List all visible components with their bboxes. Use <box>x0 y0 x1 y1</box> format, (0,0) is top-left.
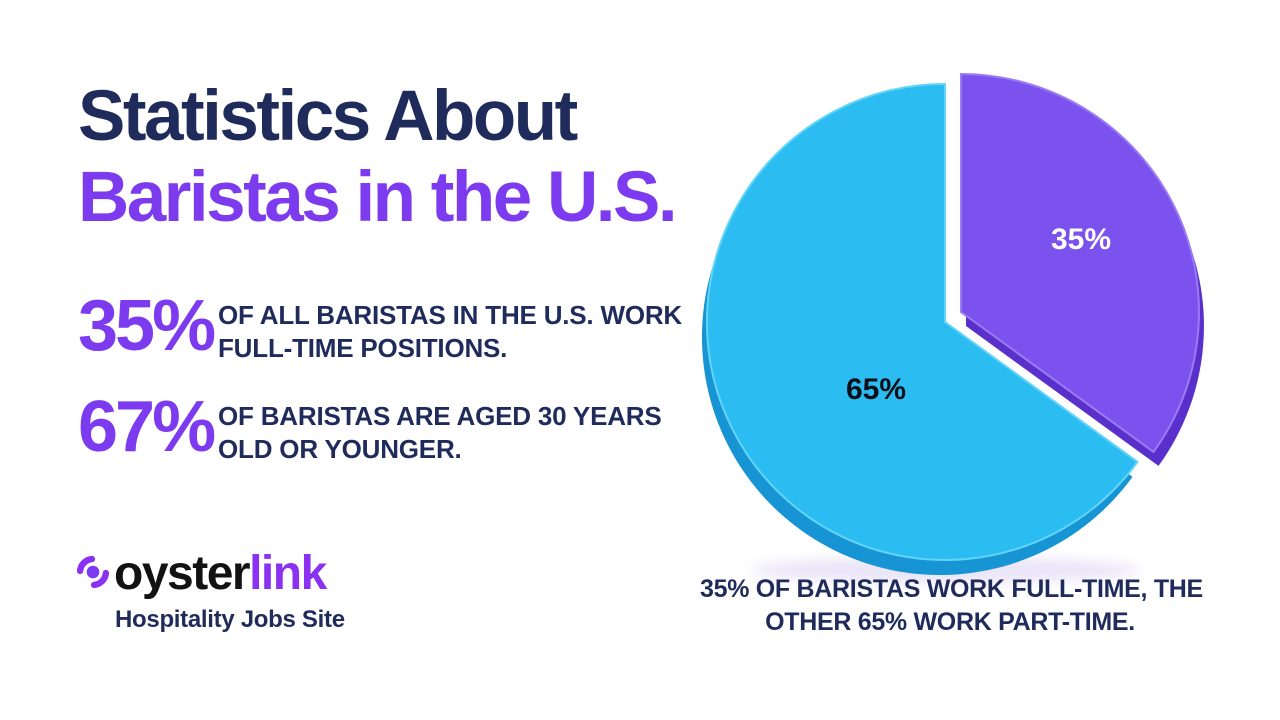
pie-slice-65 <box>705 82 1139 561</box>
pie-slice-35 <box>960 72 1200 454</box>
title-line-1: Statistics About <box>78 77 578 156</box>
oysterlink-logo: oysterlink Hospitality Jobs Site <box>74 550 345 634</box>
pie-chart: 65% 35% <box>701 72 1204 583</box>
oysterlink-pearl-icon <box>76 555 110 589</box>
pie-label-35: 35% <box>1051 223 1111 256</box>
chart-caption: 35% OF BARISTAS WORK FULL-TIME, THE OTHE… <box>700 573 1203 639</box>
stat-description-line: OF ALL BARISTAS IN THE U.S. WORK <box>218 300 682 330</box>
stat-description-line: OF BARISTAS ARE AGED 30 YEARS <box>218 401 662 431</box>
chart-caption-line-2: OTHER 65% WORK PART-TIME. <box>765 608 1135 636</box>
stat-row-age: 67% OF BARISTAS ARE AGED 30 YEARS OLD OR… <box>78 389 682 466</box>
logo-text-oyster: oyster <box>114 547 251 600</box>
logo-row: oysterlink <box>74 550 345 598</box>
page-title: Statistics About Baristas in the U.S. <box>78 76 678 238</box>
title-line-2: Baristas in the U.S. <box>78 158 678 237</box>
logo-text-link: link <box>249 547 327 600</box>
pie-label-65: 65% <box>846 373 906 406</box>
chart-caption-line-1: 35% OF BARISTAS WORK FULL-TIME, THE <box>700 575 1203 603</box>
stat-description-line: FULL-TIME POSITIONS. <box>218 333 508 363</box>
stat-description-line: OLD OR YOUNGER. <box>218 434 462 464</box>
stat-value-full-time: 35% <box>78 286 216 366</box>
stats-list: 35% OF ALL BARISTAS IN THE U.S. WORK FUL… <box>78 288 682 490</box>
stat-row-full-time: 35% OF ALL BARISTAS IN THE U.S. WORK FUL… <box>78 288 682 365</box>
logo-wordmark: oysterlink <box>114 547 327 600</box>
stat-description-age: OF BARISTAS ARE AGED 30 YEARS OLD OR YOU… <box>218 389 662 466</box>
logo-tagline: Hospitality Jobs Site <box>115 606 345 633</box>
stat-value-age: 67% <box>78 387 216 467</box>
stat-description-full-time: OF ALL BARISTAS IN THE U.S. WORK FULL-TI… <box>218 288 682 365</box>
